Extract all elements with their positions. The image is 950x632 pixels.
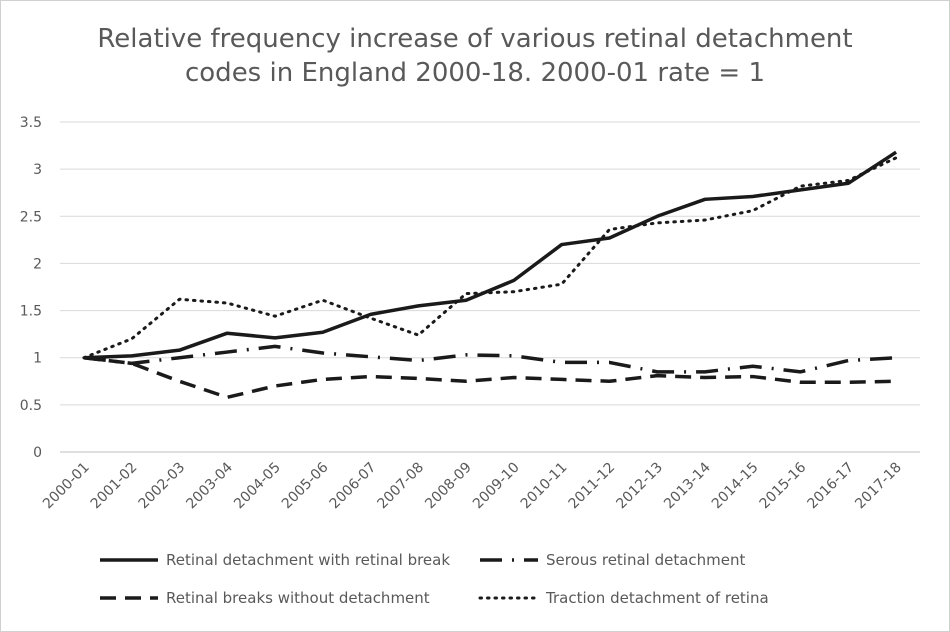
x-tick-label: 2015-16 — [757, 459, 810, 512]
y-tick-label: 0 — [33, 445, 42, 461]
series-line-3 — [83, 355, 897, 400]
series-line-4 — [82, 156, 898, 360]
x-tick-label: 2009-10 — [470, 460, 523, 513]
x-tick-label: 2017-18 — [852, 460, 905, 513]
x-tick-label: 2004-05 — [231, 460, 284, 513]
x-tick-label: 2001-02 — [88, 460, 141, 513]
y-tick-label: 3.5 — [20, 115, 42, 131]
y-tick-label: 2.5 — [20, 209, 42, 225]
series-line-2 — [83, 344, 897, 374]
x-tick-label: 2003-04 — [183, 459, 236, 512]
x-tick-label: 2000-01 — [40, 460, 93, 513]
x-tick-label: 2008-09 — [422, 460, 475, 513]
chart-title-line2: codes in England 2000-18. 2000-01 rate =… — [184, 58, 766, 88]
x-tick-label: 2014-15 — [709, 460, 762, 513]
y-tick-label: 2 — [33, 256, 42, 272]
y-tick-label: 3 — [33, 162, 42, 178]
chart-title: Relative frequency increase of various r… — [0, 22, 950, 90]
y-tick-label: 1.5 — [20, 304, 42, 320]
legend-label: Retinal breaks without detachment — [166, 589, 430, 607]
x-tick-label: 2016-17 — [804, 460, 857, 513]
series-line-1 — [83, 150, 898, 360]
x-tick-label: 2006-07 — [327, 460, 380, 513]
legend-label: Traction detachment of retina — [545, 589, 769, 607]
x-tick-label: 2013-14 — [661, 459, 714, 512]
y-tick-label: 0.5 — [20, 398, 42, 414]
x-tick-label: 2011-12 — [566, 460, 619, 513]
legend-label: Retinal detachment with retinal break — [166, 551, 450, 569]
x-tick-label: 2002-03 — [136, 460, 189, 513]
y-tick-label: 1 — [33, 351, 42, 367]
chart-title-line1: Relative frequency increase of various r… — [97, 24, 853, 54]
x-tick-label: 2010-11 — [518, 460, 571, 513]
x-tick-label: 2007-08 — [374, 460, 427, 513]
legend-label: Serous retinal detachment — [546, 551, 746, 569]
x-tick-label: 2005-06 — [279, 459, 332, 512]
x-tick-label: 2012-13 — [613, 460, 666, 513]
